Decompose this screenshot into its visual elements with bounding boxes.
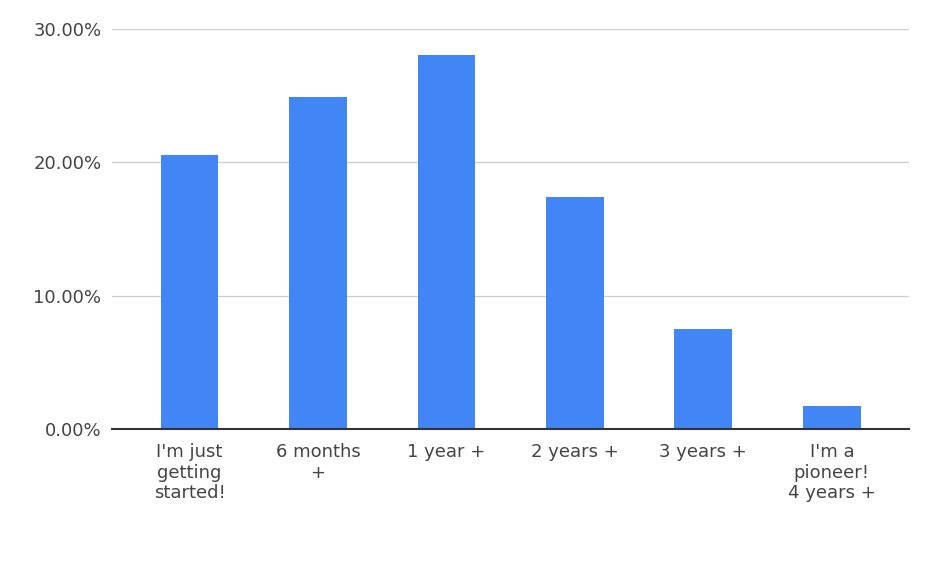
Bar: [674, 329, 731, 429]
Bar: [546, 197, 603, 429]
Bar: [160, 156, 218, 429]
Bar: [802, 406, 860, 429]
Bar: [417, 55, 475, 429]
Bar: [289, 97, 346, 429]
